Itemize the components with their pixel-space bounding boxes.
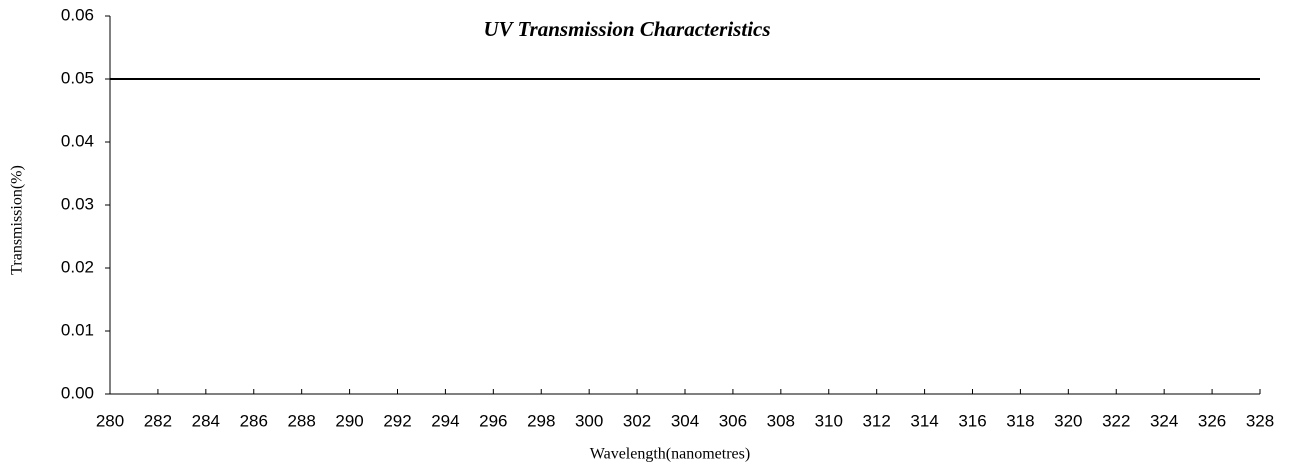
x-tick-label: 314 xyxy=(910,411,938,430)
y-tick-label: 0.06 xyxy=(61,5,94,24)
x-tick-label: 284 xyxy=(192,411,220,430)
x-tick-label: 326 xyxy=(1198,411,1226,430)
x-tick-label: 282 xyxy=(144,411,172,430)
x-tick-label: 322 xyxy=(1102,411,1130,430)
x-tick-label: 312 xyxy=(862,411,890,430)
chart-title: UV Transmission Characteristics xyxy=(483,17,770,41)
x-tick-label: 302 xyxy=(623,411,651,430)
y-tick-label: 0.04 xyxy=(61,131,94,150)
x-tick-label: 304 xyxy=(671,411,699,430)
y-axis-label: Transmission(%) xyxy=(9,165,26,275)
x-tick-label: 300 xyxy=(575,411,603,430)
x-tick-label: 296 xyxy=(479,411,507,430)
x-tick-label: 294 xyxy=(431,411,459,430)
x-tick-label: 308 xyxy=(767,411,795,430)
y-tick-label: 0.00 xyxy=(61,383,94,402)
x-tick-label: 324 xyxy=(1150,411,1178,430)
x-tick-label: 316 xyxy=(958,411,986,430)
x-tick-label: 288 xyxy=(287,411,315,430)
x-tick-label: 328 xyxy=(1246,411,1274,430)
x-tick-label: 292 xyxy=(383,411,411,430)
x-tick-label: 280 xyxy=(96,411,124,430)
x-tick-label: 298 xyxy=(527,411,555,430)
y-tick-label: 0.03 xyxy=(61,194,94,213)
y-tick-label: 0.05 xyxy=(61,68,94,87)
x-axis-label: Wavelength(nanometres) xyxy=(590,446,750,463)
x-tick-label: 290 xyxy=(335,411,363,430)
x-tick-label: 306 xyxy=(719,411,747,430)
x-tick-label: 310 xyxy=(815,411,843,430)
y-tick-label: 0.02 xyxy=(61,257,94,276)
x-tick-label: 286 xyxy=(240,411,268,430)
x-tick-label: 320 xyxy=(1054,411,1082,430)
x-tick-label: 318 xyxy=(1006,411,1034,430)
y-tick-label: 0.01 xyxy=(61,320,94,339)
